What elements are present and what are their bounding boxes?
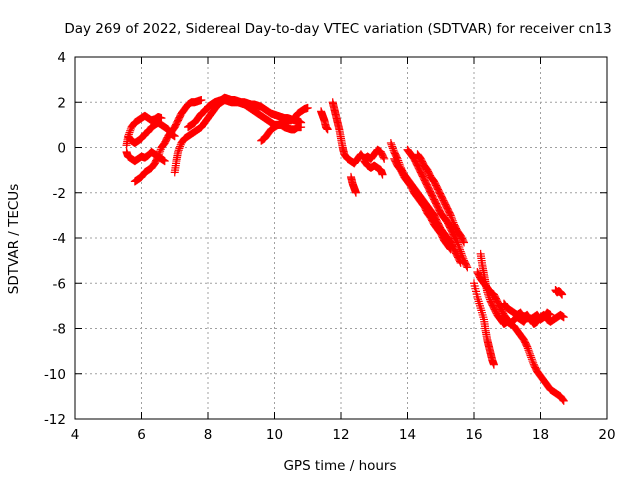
data-point — [174, 146, 183, 155]
data-point — [447, 213, 456, 222]
data-point — [525, 348, 534, 357]
data-point — [157, 114, 166, 123]
data-point — [386, 138, 395, 147]
data-point — [197, 95, 206, 104]
data-point — [379, 153, 388, 162]
data-point — [445, 243, 454, 252]
plot-frame — [74, 56, 608, 420]
data-point — [458, 253, 467, 262]
data-point — [528, 357, 537, 366]
x-tick-label: 12 — [332, 427, 349, 443]
y-tick-label: -8 — [53, 322, 66, 338]
data-point — [524, 346, 533, 355]
data-point — [463, 263, 472, 272]
data-point — [559, 395, 568, 404]
y-tick-label: -4 — [53, 231, 66, 247]
y-tick-label: -2 — [53, 186, 66, 202]
y-tick-label: -10 — [44, 367, 66, 383]
data-point — [154, 152, 163, 161]
data-point — [459, 237, 468, 246]
x-tick-label: 20 — [598, 427, 615, 443]
data-point — [523, 344, 532, 353]
x-tick-label: 14 — [399, 427, 416, 443]
y-axis-label: SDTVAR / TECUs — [6, 184, 22, 294]
data-points — [122, 93, 568, 405]
x-tick-label: 18 — [532, 427, 549, 443]
data-point — [303, 103, 312, 112]
data-point — [378, 170, 387, 179]
data-point — [546, 310, 555, 319]
data-point — [455, 243, 464, 252]
x-tick-label: 10 — [266, 427, 283, 443]
data-point — [323, 125, 332, 134]
y-tick-label: 0 — [57, 141, 66, 157]
data-point — [351, 188, 360, 197]
data-point — [448, 214, 457, 223]
data-point — [380, 154, 389, 163]
data-point — [446, 245, 455, 254]
data-point — [558, 395, 567, 404]
data-point — [462, 262, 471, 271]
x-tick-label: 8 — [204, 427, 213, 443]
data-point — [297, 123, 306, 132]
y-tick-label: 4 — [57, 50, 66, 66]
data-point — [489, 360, 498, 369]
grid-lines — [75, 57, 607, 419]
data-point — [156, 147, 165, 156]
data-point — [460, 238, 469, 247]
data-point — [525, 349, 534, 358]
data-point — [457, 249, 466, 258]
data-point — [160, 157, 169, 166]
data-point — [446, 211, 455, 220]
data-point — [446, 244, 455, 253]
data-point — [388, 142, 397, 151]
data-point — [388, 144, 397, 153]
x-axis-label: GPS time / hours — [283, 458, 396, 474]
data-point — [176, 142, 185, 151]
data-point — [527, 355, 536, 364]
x-tick-label: 6 — [137, 427, 146, 443]
data-point — [559, 396, 568, 405]
data-point — [523, 342, 532, 351]
data-point — [454, 240, 463, 249]
data-point — [456, 247, 465, 256]
data-point — [448, 216, 457, 225]
data-point — [456, 245, 465, 254]
data-point — [458, 251, 467, 260]
data-point — [175, 144, 184, 153]
y-tick-label: -12 — [44, 412, 66, 428]
data-point — [154, 150, 163, 159]
x-tick-label: 16 — [465, 427, 482, 443]
x-tick-label: 4 — [71, 427, 80, 443]
y-tick-label: -6 — [53, 276, 66, 292]
data-point — [454, 242, 463, 251]
y-tick-label: 2 — [57, 95, 66, 111]
data-point — [174, 148, 183, 157]
data-point — [126, 126, 135, 135]
data-point — [155, 148, 164, 157]
data-point — [527, 353, 536, 362]
data-point — [558, 290, 567, 299]
chart-title: Day 269 of 2022, Sidereal Day-to-day VTE… — [64, 21, 611, 37]
data-point — [526, 351, 535, 360]
data-point — [387, 140, 396, 149]
data-point — [559, 313, 568, 322]
